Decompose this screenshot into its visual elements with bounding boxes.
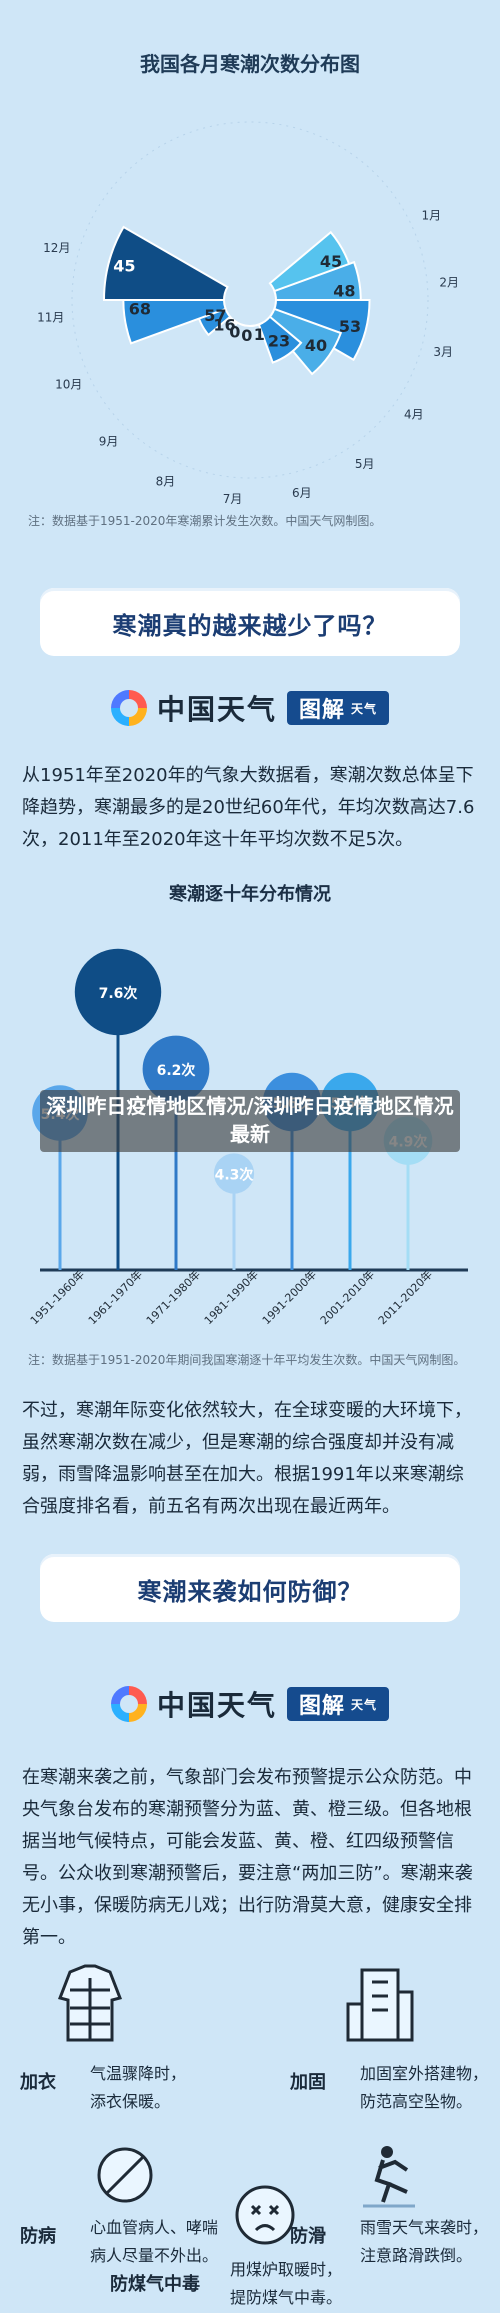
- tip-label-5: 防煤气中毒: [110, 2274, 200, 2295]
- rose-month-2: 2月: [439, 276, 459, 290]
- tip-desc-5a: 用煤炉取暖时，: [230, 2260, 343, 2279]
- face-icon: [230, 2180, 300, 2254]
- rose-month-12: 12月: [43, 241, 70, 255]
- tip-label-4: 防滑: [290, 2226, 326, 2247]
- rose-value-7: 0: [241, 326, 252, 345]
- rose-value-12: 45: [113, 256, 135, 275]
- monthly-distribution-title: 我国各月寒潮次数分布图: [140, 52, 360, 76]
- tip-desc-2a: 加固室外搭建物，: [360, 2064, 489, 2083]
- china-weather-logo-icon: [110, 690, 147, 726]
- logo-text: 中国天气: [156, 693, 277, 726]
- tip-label-2: 加固: [290, 2072, 326, 2093]
- tip-desc-1b: 添衣保暖。: [90, 2092, 171, 2111]
- logo-tag-pill-2: 图解 天气: [286, 1687, 390, 1721]
- logo-tag: 图解: [298, 698, 345, 723]
- logo-tag-small: 天气: [351, 701, 378, 716]
- logo-row-1: 中国天气 图解 天气: [0, 680, 500, 736]
- decade-bubble-2: [74, 948, 162, 1036]
- virus-icon: [90, 2140, 160, 2214]
- rose-petal-5: [257, 315, 303, 364]
- section1-paragraph: 从1951年至2020年的气象大数据看，寒潮次数总体呈下降趋势，寒潮最多的是20…: [22, 765, 475, 850]
- monthly-rose-chart: 45 1月 48 2月 53 3月 40 4月 23 5月 1 6月 0 7月 0 8月 16 9月 57 10月 68…: [37, 121, 459, 506]
- rose-value-10: 57: [204, 306, 226, 325]
- decade-value-label-2: 7.6次: [99, 985, 138, 1002]
- decade-category-label-7: 2011-2020年: [375, 1267, 435, 1327]
- rose-month-9: 9月: [99, 434, 119, 448]
- rose-month-8: 8月: [156, 474, 176, 488]
- tip-desc-2b: 防范高空坠物。: [360, 2092, 473, 2111]
- rose-value-11: 68: [129, 300, 151, 319]
- rose-value-2: 48: [333, 282, 355, 301]
- tip-label-3: 防病: [20, 2226, 56, 2247]
- rose-value-6: 1: [254, 325, 265, 344]
- rose-month-4: 4月: [404, 408, 424, 422]
- decade-category-label-5: 1991-2000年: [259, 1267, 319, 1327]
- logo-tag-small-2: 天气: [351, 1697, 378, 1712]
- decade-category-label-3: 1971-1980年: [143, 1267, 203, 1327]
- logo-text-2: 中国天气: [156, 1689, 277, 1722]
- news-title-overlay: 深圳昨日疫情地区情况/深圳昨日疫情地区情况最新: [40, 1090, 460, 1152]
- decade-bubble-4: [213, 1153, 255, 1194]
- china-weather-logo-icon-2: [110, 1686, 147, 1722]
- section2-paragraph: 在寒潮来袭之前，气象部门会发布预警提示公众防范。中央气象台发布的寒潮预警分为蓝、…: [22, 1767, 473, 1948]
- rose-month-5: 5月: [355, 457, 375, 471]
- rose-labels: 45 1月 48 2月 53 3月 40 4月 23 5月 1 6月 0 7月 0 8月 16 9月 57 10月 68…: [37, 208, 459, 506]
- section2-banner: 寒潮来袭如何防御？: [40, 1554, 460, 1622]
- tip-desc-4: 雨雪天气来袭时， 注意路滑跌倒。: [360, 2214, 500, 2270]
- rose-value-3: 53: [339, 317, 361, 336]
- tip-desc-5b: 提防煤气中毒。: [230, 2288, 343, 2307]
- section2-banner-text: 寒潮来袭如何防御？: [137, 1578, 363, 1606]
- rose-value-4: 40: [305, 336, 327, 355]
- decade-category-label-4: 1981-1990年: [201, 1267, 261, 1327]
- rose-month-3: 3月: [433, 345, 453, 359]
- tip-label-1: 加衣: [20, 2072, 56, 2093]
- defense-tips: 加衣 气温骤降时， 添衣保暖。 加固 加固室外搭建物， 防范高空坠物。 防病 心…: [20, 1960, 488, 2300]
- rose-value-9: 16: [213, 315, 235, 334]
- decade-value-label-4: 4.3次: [215, 1167, 254, 1184]
- section1-banner: 寒潮真的越来越少了吗？: [40, 588, 460, 656]
- decade-chart-title: 寒潮逐十年分布情况: [169, 884, 331, 905]
- tip-desc-1a: 气温骤降时，: [90, 2064, 187, 2083]
- rose-month-7: 7月: [223, 492, 243, 506]
- decade-note: 注：数据基于1951-2020年期间我国寒潮逐十年平均发生次数。中国天气网制图。: [28, 1353, 466, 1367]
- tip-desc-3a: 心血管病人、哮喘: [90, 2218, 219, 2237]
- section1-tail-paragraph: 不过，寒潮年际变化依然较大，在全球变暖的大环境下，虽然寒潮次数在减少，但是寒潮的…: [22, 1400, 472, 1517]
- rose-value-5: 23: [268, 331, 290, 350]
- logo-tag-2: 图解: [298, 1694, 345, 1719]
- tip-desc-5: 用煤炉取暖时， 提防煤气中毒。: [230, 2256, 450, 2312]
- slip-icon: [355, 2140, 425, 2214]
- decade-category-label-6: 2001-2010年: [317, 1267, 377, 1327]
- building-icon: [330, 1960, 430, 2054]
- rose-petal-12: [102, 225, 229, 301]
- rose-value-1: 45: [320, 252, 342, 271]
- decade-value-label-3: 6.2次: [157, 1062, 196, 1079]
- rose-month-6: 6月: [292, 486, 312, 500]
- decade-category-label-2: 1961-1970年: [85, 1267, 145, 1327]
- tip-desc-4a: 雨雪天气来袭时，: [360, 2218, 489, 2237]
- rose-month-1: 1月: [421, 208, 441, 222]
- rose-petal-4: [265, 307, 343, 376]
- logo-tag-pill: 图解 天气: [286, 691, 390, 725]
- rose-month-10: 10月: [55, 378, 82, 392]
- tip-desc-2: 加固室外搭建物， 防范高空坠物。: [360, 2060, 500, 2116]
- decade-bubble-3: [142, 1035, 210, 1103]
- tip-desc-3b: 病人尽量不外出。: [90, 2246, 219, 2265]
- decade-category-label-1: 1951-1960年: [27, 1267, 87, 1327]
- top-note: 注：数据基于1951-2020年寒潮累计发生次数。中国天气网制图。: [28, 514, 382, 528]
- logo-row-2: 中国天气 图解 天气: [0, 1676, 500, 1732]
- tip-desc-1: 气温骤降时， 添衣保暖。: [90, 2060, 230, 2116]
- section1-banner-text: 寒潮真的越来越少了吗？: [112, 612, 388, 640]
- rose-outer-ring: [71, 121, 429, 479]
- jacket-icon: [40, 1960, 140, 2054]
- tip-desc-4b: 注意路滑跌倒。: [360, 2246, 473, 2265]
- tip-desc-3: 心血管病人、哮喘 病人尽量不外出。: [90, 2214, 250, 2270]
- rose-month-11: 11月: [37, 310, 64, 324]
- rose-petals: [102, 225, 371, 376]
- rose-value-8: 0: [229, 323, 240, 342]
